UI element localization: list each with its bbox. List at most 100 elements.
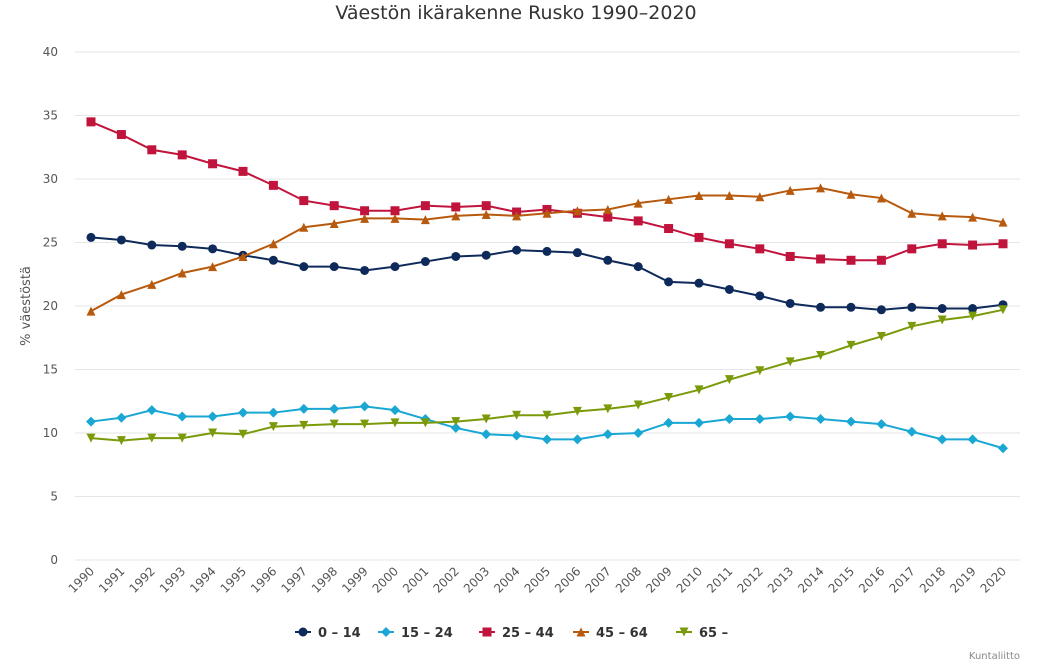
legend-item[interactable]: 65 –: [676, 626, 728, 641]
data-point[interactable]: [724, 375, 734, 385]
data-point[interactable]: [755, 244, 765, 254]
data-point[interactable]: [451, 202, 461, 212]
data-point[interactable]: [572, 206, 582, 216]
data-point[interactable]: [907, 208, 917, 218]
data-point[interactable]: [512, 245, 522, 255]
data-point[interactable]: [755, 366, 765, 376]
data-point[interactable]: [724, 414, 735, 425]
data-point[interactable]: [754, 414, 765, 425]
data-point[interactable]: [724, 239, 734, 249]
data-point[interactable]: [876, 255, 886, 265]
data-point[interactable]: [968, 304, 978, 314]
data-point[interactable]: [86, 232, 96, 242]
legend[interactable]: 0 – 14 15 – 24 25 – 44 45 – 64 65 –: [295, 626, 728, 641]
data-point[interactable]: [846, 189, 856, 199]
data-point[interactable]: [542, 208, 552, 218]
data-point[interactable]: [603, 255, 613, 265]
data-point[interactable]: [846, 255, 856, 265]
data-point[interactable]: [937, 304, 947, 314]
data-point[interactable]: [420, 418, 430, 428]
data-point[interactable]: [572, 248, 582, 258]
data-point[interactable]: [876, 193, 886, 203]
data-point[interactable]: [481, 250, 491, 260]
data-point[interactable]: [816, 351, 826, 361]
data-point[interactable]: [937, 315, 947, 325]
data-point[interactable]: [268, 239, 278, 249]
data-point[interactable]: [633, 262, 643, 272]
data-point[interactable]: [816, 302, 826, 312]
data-point[interactable]: [86, 117, 96, 127]
data-point[interactable]: [147, 279, 157, 289]
data-point[interactable]: [177, 241, 187, 251]
data-point[interactable]: [694, 385, 704, 395]
data-point[interactable]: [694, 278, 704, 288]
data-point[interactable]: [299, 420, 309, 430]
data-point[interactable]: [907, 302, 917, 312]
data-point[interactable]: [177, 268, 187, 278]
data-point[interactable]: [116, 412, 127, 423]
data-point[interactable]: [268, 255, 278, 265]
data-point[interactable]: [512, 211, 522, 221]
data-point[interactable]: [876, 419, 887, 430]
data-point[interactable]: [998, 443, 1008, 454]
data-point[interactable]: [481, 414, 491, 424]
data-point[interactable]: [572, 434, 583, 445]
legend-item[interactable]: 0 – 14: [295, 626, 361, 641]
data-point[interactable]: [390, 418, 400, 428]
data-point[interactable]: [664, 224, 674, 234]
data-point[interactable]: [876, 331, 886, 341]
data-point[interactable]: [147, 433, 157, 443]
data-point[interactable]: [937, 434, 948, 445]
data-point[interactable]: [329, 262, 339, 272]
data-point[interactable]: [602, 429, 613, 440]
data-point[interactable]: [998, 239, 1008, 249]
data-point[interactable]: [907, 321, 917, 331]
data-point[interactable]: [968, 212, 978, 222]
credit-label[interactable]: Kuntaliitto: [969, 651, 1020, 662]
data-point[interactable]: [937, 239, 947, 249]
data-point[interactable]: [329, 201, 339, 211]
data-point[interactable]: [360, 206, 370, 216]
data-point[interactable]: [420, 201, 430, 211]
data-point[interactable]: [238, 166, 248, 176]
data-point[interactable]: [785, 357, 795, 367]
data-point[interactable]: [116, 436, 126, 446]
data-point[interactable]: [664, 392, 674, 402]
data-point[interactable]: [633, 216, 643, 226]
data-point[interactable]: [481, 201, 491, 211]
data-point[interactable]: [694, 232, 704, 242]
data-point[interactable]: [603, 404, 613, 414]
data-point[interactable]: [207, 411, 218, 422]
data-point[interactable]: [481, 210, 491, 220]
data-point[interactable]: [967, 434, 978, 445]
data-point[interactable]: [177, 150, 187, 160]
data-point[interactable]: [694, 417, 704, 428]
data-point[interactable]: [420, 215, 430, 225]
data-point[interactable]: [785, 185, 795, 195]
data-point[interactable]: [268, 422, 278, 432]
data-point[interactable]: [299, 222, 309, 232]
data-point[interactable]: [785, 298, 795, 308]
data-point[interactable]: [512, 410, 522, 420]
data-point[interactable]: [299, 196, 309, 206]
data-point[interactable]: [663, 417, 674, 428]
data-point[interactable]: [694, 191, 704, 201]
data-point[interactable]: [968, 240, 978, 250]
data-point[interactable]: [208, 159, 218, 169]
data-point[interactable]: [785, 251, 795, 261]
data-point[interactable]: [268, 180, 278, 190]
data-point[interactable]: [360, 419, 370, 429]
data-point[interactable]: [998, 217, 1008, 227]
data-point[interactable]: [633, 400, 643, 410]
data-point[interactable]: [208, 262, 218, 272]
data-point[interactable]: [177, 433, 187, 443]
data-point[interactable]: [208, 244, 218, 254]
data-point[interactable]: [815, 414, 826, 425]
data-point[interactable]: [329, 403, 340, 414]
data-point[interactable]: [511, 430, 522, 441]
data-point[interactable]: [208, 428, 218, 438]
data-point[interactable]: [998, 305, 1008, 315]
data-point[interactable]: [147, 145, 157, 155]
data-point[interactable]: [329, 419, 339, 429]
legend-item[interactable]: 45 – 64: [573, 626, 648, 641]
